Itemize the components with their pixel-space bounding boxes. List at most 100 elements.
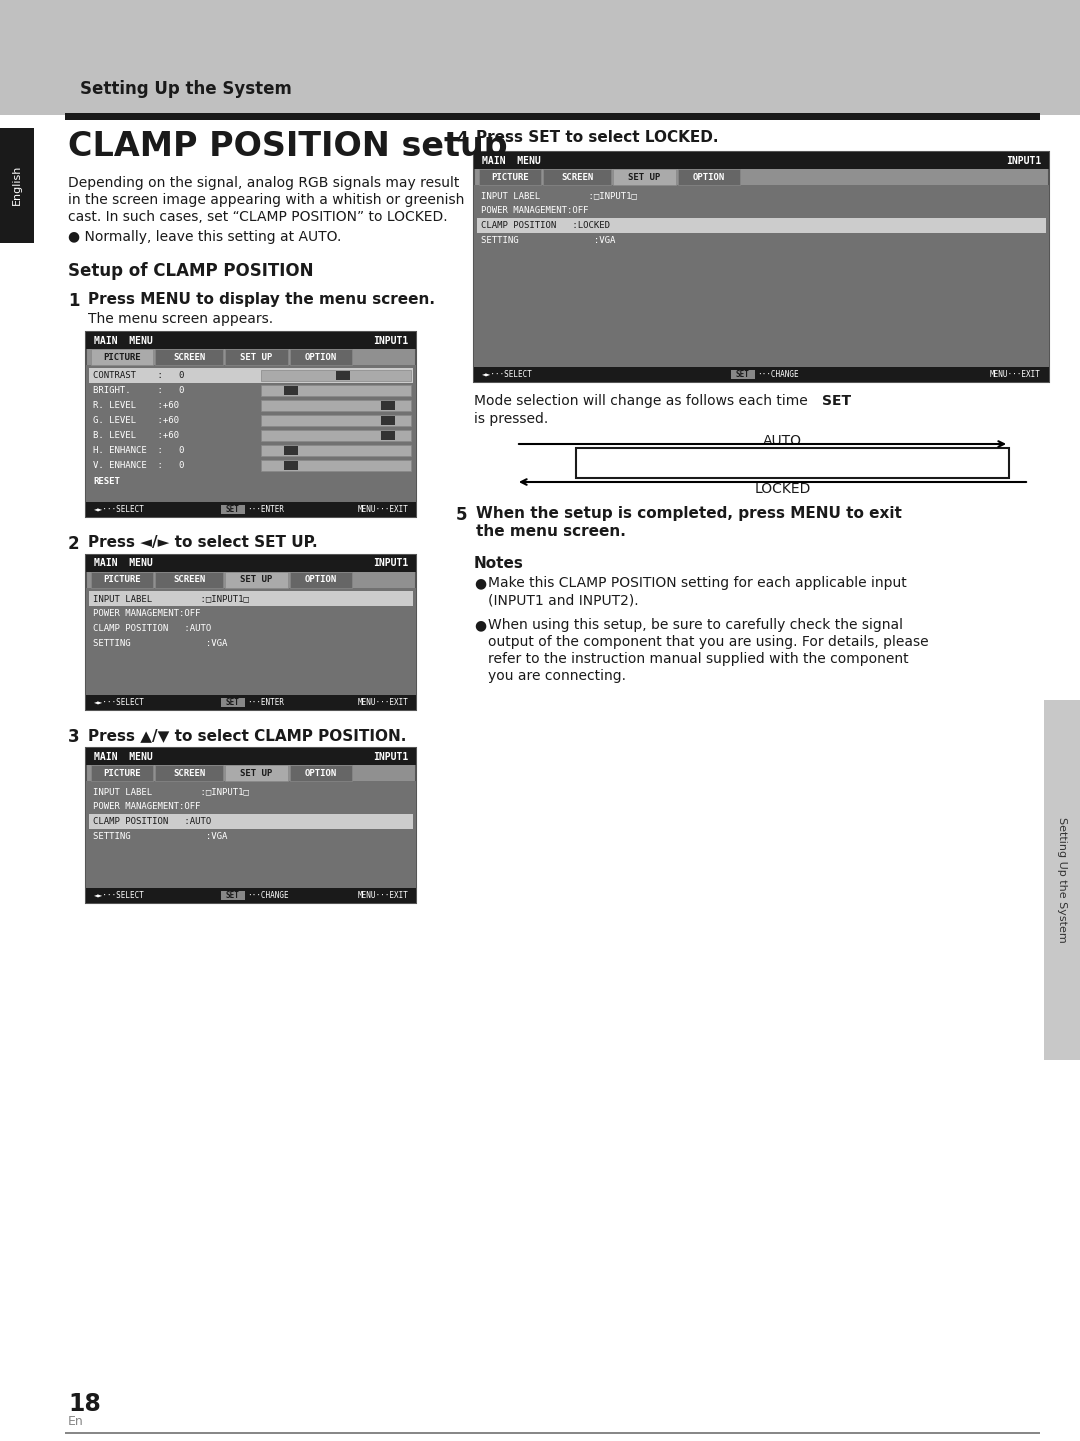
Bar (156, 572, 222, 588)
Text: the menu screen.: the menu screen. (476, 525, 626, 539)
Bar (89, 784, 413, 798)
Bar (474, 367, 1049, 382)
Bar (474, 151, 1049, 382)
Bar (86, 781, 416, 888)
Bar (731, 370, 755, 379)
Text: Setting Up the System: Setting Up the System (1057, 817, 1067, 942)
Text: INPUT1: INPUT1 (373, 559, 408, 569)
Bar (678, 169, 740, 184)
Text: SCREEN: SCREEN (561, 173, 593, 182)
Text: ···CHANGE: ···CHANGE (757, 370, 798, 379)
Text: ◄►···SELECT: ◄►···SELECT (94, 891, 145, 901)
Text: H. ENHANCE  :   0: H. ENHANCE : 0 (93, 447, 185, 455)
Text: ◄►···SELECT: ◄►···SELECT (94, 504, 145, 514)
Bar (89, 635, 413, 651)
Bar (86, 748, 416, 904)
Bar (225, 349, 288, 365)
Bar (89, 607, 413, 621)
Text: Depending on the signal, analog RGB signals may result: Depending on the signal, analog RGB sign… (68, 176, 459, 190)
Text: MAIN  MENU: MAIN MENU (94, 559, 152, 569)
Bar (283, 461, 297, 470)
Text: OPTION: OPTION (305, 353, 337, 362)
Bar (86, 748, 416, 765)
Bar (0, 128, 33, 244)
Text: CLAMP POSITION setup: CLAMP POSITION setup (68, 130, 508, 163)
Bar (336, 370, 350, 380)
Bar (86, 501, 416, 517)
Bar (221, 891, 245, 901)
Bar (86, 888, 416, 904)
Text: POWER MANAGEMENT:OFF: POWER MANAGEMENT:OFF (481, 206, 589, 215)
Text: cast. In such cases, set “CLAMP POSITION” to LOCKED.: cast. In such cases, set “CLAMP POSITION… (68, 210, 447, 223)
Bar (543, 169, 611, 184)
Text: ···CHANGE: ···CHANGE (247, 891, 288, 901)
Text: INPUT LABEL         :□INPUT1□: INPUT LABEL :□INPUT1□ (481, 192, 637, 200)
Text: SET UP: SET UP (629, 173, 661, 182)
Bar (86, 695, 416, 710)
Text: PICTURE: PICTURE (491, 173, 529, 182)
Bar (86, 555, 416, 710)
Text: 5: 5 (456, 506, 468, 525)
Bar (89, 398, 413, 414)
Bar (291, 765, 352, 781)
Text: BRIGHT.     :   0: BRIGHT. : 0 (93, 386, 185, 395)
Text: Notes: Notes (474, 556, 524, 571)
Bar (89, 414, 413, 428)
Bar (576, 448, 1009, 478)
Bar (89, 367, 413, 383)
Bar (221, 697, 245, 708)
Bar (261, 460, 411, 471)
Bar (261, 370, 411, 380)
Text: SET UP: SET UP (241, 768, 272, 778)
Text: ◄►···SELECT: ◄►···SELECT (94, 697, 145, 708)
Text: MENU···EXIT: MENU···EXIT (357, 697, 408, 708)
Bar (381, 416, 395, 425)
Bar (480, 169, 541, 184)
Bar (261, 385, 411, 396)
Text: CONTRAST    :   0: CONTRAST : 0 (93, 370, 185, 380)
Text: POWER MANAGEMENT:OFF: POWER MANAGEMENT:OFF (93, 610, 201, 618)
Bar (477, 233, 1047, 248)
Bar (474, 184, 1049, 367)
Bar (89, 591, 413, 607)
Text: MAIN  MENU: MAIN MENU (94, 752, 152, 761)
Text: POWER MANAGEMENT:OFF: POWER MANAGEMENT:OFF (93, 803, 201, 811)
Bar (86, 365, 416, 501)
Text: SCREEN: SCREEN (173, 353, 205, 362)
Bar (89, 442, 413, 458)
Text: (INPUT1 and INPUT2).: (INPUT1 and INPUT2). (488, 594, 638, 607)
Text: PICTURE: PICTURE (104, 353, 140, 362)
Text: ● Normally, leave this setting at AUTO.: ● Normally, leave this setting at AUTO. (68, 231, 341, 244)
Text: SET: SET (737, 370, 750, 379)
Text: ···ENTER: ···ENTER (247, 697, 284, 708)
Text: AUTO: AUTO (762, 434, 802, 448)
Text: MAIN  MENU: MAIN MENU (94, 336, 152, 346)
Bar (89, 458, 413, 473)
Bar (91, 349, 153, 365)
Text: When using this setup, be sure to carefully check the signal: When using this setup, be sure to carefu… (488, 618, 903, 633)
Text: PICTURE: PICTURE (104, 575, 140, 585)
Bar (283, 447, 297, 455)
Text: Press SET to select LOCKED.: Press SET to select LOCKED. (476, 130, 718, 146)
Bar (261, 445, 411, 455)
Text: Mode selection will change as follows each time: Mode selection will change as follows ea… (474, 393, 812, 408)
Bar (261, 415, 411, 427)
Text: OPTION: OPTION (693, 173, 725, 182)
Bar (225, 572, 288, 588)
Text: INPUT LABEL         :□INPUT1□: INPUT LABEL :□INPUT1□ (93, 594, 248, 602)
Text: SETTING              :VGA: SETTING :VGA (93, 831, 228, 842)
Text: 4: 4 (456, 130, 468, 148)
Text: CLAMP POSITION   :LOCKED: CLAMP POSITION :LOCKED (481, 220, 610, 231)
Text: ●: ● (474, 576, 486, 589)
Bar (65, 78, 1040, 107)
Text: V. ENHANCE  :   0: V. ENHANCE : 0 (93, 461, 185, 470)
Bar (477, 218, 1047, 233)
Text: SET: SET (226, 697, 240, 708)
Text: OPTION: OPTION (305, 768, 337, 778)
Bar (91, 572, 153, 588)
Text: SET UP: SET UP (241, 353, 272, 362)
Text: Setting Up the System: Setting Up the System (80, 81, 292, 98)
Text: OPTION: OPTION (305, 575, 337, 585)
Bar (65, 112, 1040, 120)
Bar (89, 814, 413, 829)
